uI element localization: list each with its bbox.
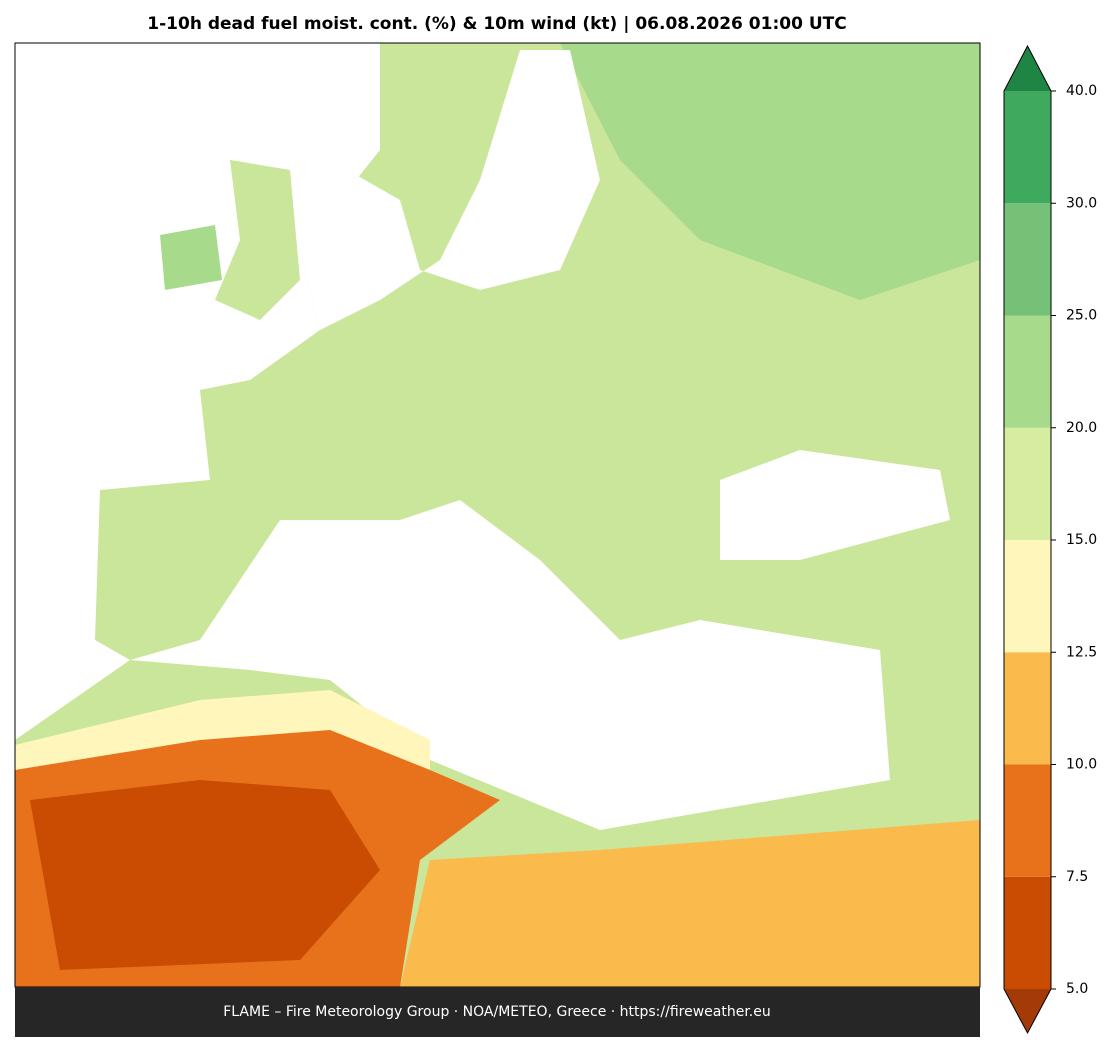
colorbar-band — [1004, 91, 1051, 204]
colorbar-band — [1004, 315, 1051, 428]
black-sea — [720, 450, 950, 560]
colorbar-band — [1004, 540, 1051, 653]
colorbar-extend-under — [1004, 989, 1051, 1033]
title: 1-10h dead fuel moist. cont. (%) & 10m w… — [147, 14, 846, 34]
colorbar-band — [1004, 203, 1051, 316]
ireland — [160, 225, 222, 290]
colorbar-band — [1004, 764, 1051, 877]
colorbar-band — [1004, 876, 1051, 989]
colorbar-tick-label: 40.0 — [1066, 83, 1097, 99]
footer-bar — [15, 987, 980, 1037]
sahara-core — [30, 780, 380, 970]
colorbar-tick-label: 5.0 — [1066, 981, 1088, 997]
colorbar-tick-label: 25.0 — [1066, 308, 1097, 324]
north-sea — [300, 50, 600, 330]
colorbar-extend-over — [1004, 46, 1051, 91]
mediterranean — [130, 500, 890, 830]
colorbar-tick-label: 20.0 — [1066, 420, 1097, 436]
colorbar-tick-label: 10.0 — [1066, 757, 1097, 773]
colorbar-tick-label: 15.0 — [1066, 532, 1097, 548]
south-east-desert — [400, 820, 980, 987]
land-north — [560, 43, 980, 300]
colorbar-tick-label: 7.5 — [1066, 869, 1088, 885]
colorbar-band — [1004, 652, 1051, 765]
colorbar-band — [1004, 427, 1051, 540]
footer: FLAME – Fire Meteorology Group · NOA/MET… — [223, 1004, 771, 1020]
britain — [215, 160, 300, 320]
colorbar-tick-label: 12.5 — [1066, 644, 1097, 660]
colorbar-tick-label: 30.0 — [1066, 195, 1097, 211]
map — [14, 42, 981, 988]
